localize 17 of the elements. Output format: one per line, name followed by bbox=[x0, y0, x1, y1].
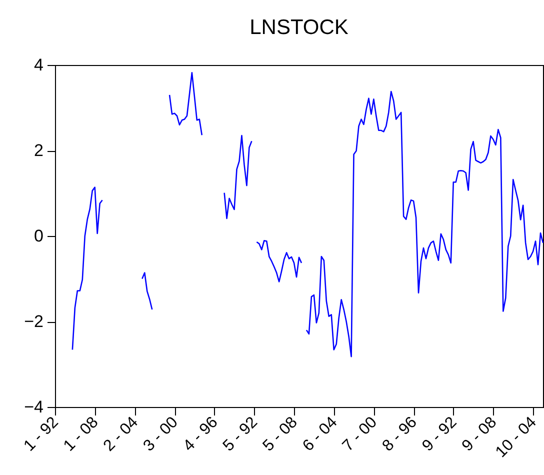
chart-title: LNSTOCK bbox=[250, 16, 348, 39]
x-tick-label: 3 - 00 bbox=[140, 414, 182, 455]
x-tick-label: 1 - 92 bbox=[20, 414, 62, 455]
x-tick-label: 2 - 04 bbox=[100, 414, 142, 455]
y-tick-label: 4 bbox=[34, 56, 44, 74]
x-tick-label: 9 - 92 bbox=[419, 414, 460, 455]
x-tick-label: 8 - 96 bbox=[379, 414, 420, 455]
x-tick-label: 5 - 92 bbox=[220, 414, 262, 455]
y-tick-label: −2 bbox=[24, 312, 44, 331]
x-tick-label: 1 - 08 bbox=[60, 414, 102, 455]
x-tick-label: 7 - 00 bbox=[340, 414, 381, 455]
x-tick-label: 5 - 08 bbox=[260, 414, 301, 455]
x-tick-label: 4 - 96 bbox=[180, 414, 222, 455]
x-tick-label: 6 - 04 bbox=[300, 414, 341, 455]
y-tick-label: 0 bbox=[34, 226, 44, 246]
y-tick-label: 2 bbox=[34, 141, 44, 160]
y-tick-label: −4 bbox=[24, 398, 44, 416]
